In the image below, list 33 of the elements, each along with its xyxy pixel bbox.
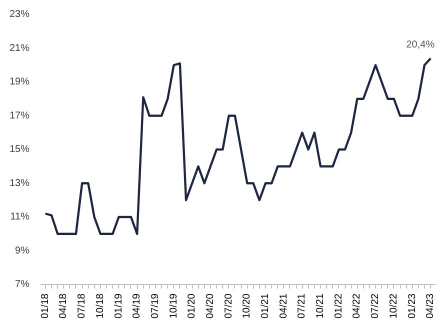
y-tick-label: 19% — [9, 76, 30, 88]
y-tick-label: 17% — [9, 110, 30, 122]
y-tick-label: 7% — [15, 279, 30, 290]
data-label: 20,4% — [406, 39, 435, 50]
y-tick-label: 15% — [9, 144, 30, 155]
x-tick-label: 01/21 — [260, 293, 272, 319]
x-tick-label: 07/19 — [150, 293, 161, 319]
x-tick-label: 07/22 — [370, 293, 382, 319]
x-tick-label: 04/21 — [278, 293, 290, 319]
x-tick-label: 01/20 — [186, 293, 198, 319]
x-tick-label: 04/20 — [204, 293, 216, 319]
x-tick-label: 10/18 — [94, 293, 106, 319]
line-series — [44, 57, 432, 235]
x-tick-label: 10/21 — [315, 293, 326, 319]
x-tick-label: 01/18 — [40, 293, 51, 319]
x-tick-label: 07/20 — [223, 293, 234, 319]
x-tick-label: 01/22 — [333, 293, 344, 319]
x-tick-label: 10/19 — [168, 293, 180, 319]
x-tick-label: 04/19 — [132, 293, 143, 319]
x-tick-label: 07/21 — [296, 293, 308, 319]
x-tick-label: 01/19 — [113, 293, 124, 319]
y-tick-label: 11% — [10, 212, 30, 222]
x-tick-label: 04/23 — [425, 293, 436, 319]
y-tick-label: 13% — [9, 178, 30, 189]
x-tick-label: 07/18 — [76, 293, 88, 319]
x-tick-label: 04/22 — [352, 293, 363, 319]
x-tick-label: 10/20 — [242, 293, 253, 319]
y-tick-label: 23% — [9, 9, 30, 20]
y-tick-label: 21% — [9, 42, 30, 54]
y-tick-label: 9% — [15, 245, 30, 256]
x-tick-label: 10/22 — [388, 293, 400, 319]
x-tick-label: 04/18 — [58, 293, 70, 319]
x-tick-label: 01/23 — [406, 293, 418, 319]
